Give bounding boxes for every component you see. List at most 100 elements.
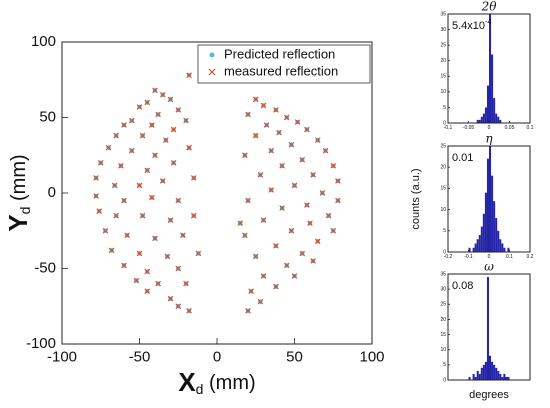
measured-point	[257, 172, 264, 178]
hist-bar	[501, 243, 504, 252]
measured-point	[155, 280, 161, 287]
measured-point	[180, 232, 186, 239]
hist-title: η	[485, 132, 493, 146]
x-tick-label: -0.2	[444, 254, 453, 260]
measured-point	[299, 156, 306, 163]
y-tick-label: 5	[443, 228, 446, 234]
measured-point	[149, 122, 155, 128]
measured-point	[139, 132, 146, 139]
measured-point	[314, 238, 321, 245]
measured-point	[190, 175, 197, 181]
measured-point	[121, 122, 127, 128]
measured-point	[152, 87, 158, 94]
measured-point	[167, 295, 174, 302]
hist-bar	[478, 235, 481, 252]
measured-point	[260, 102, 267, 109]
hist-bar	[503, 373, 506, 380]
axes-frame	[447, 13, 531, 124]
axes-frame	[447, 273, 531, 381]
measured-point	[118, 162, 124, 169]
measured-point	[276, 129, 282, 136]
x-tick-label: 0.05	[505, 125, 515, 131]
measured-point	[108, 247, 115, 254]
measured-point	[307, 220, 313, 227]
measured-point	[335, 197, 341, 204]
x-tick-label: -0.1	[444, 125, 453, 131]
x-tick-label: -0.05	[463, 125, 475, 131]
measured-point	[268, 187, 275, 193]
hist-bar	[497, 230, 500, 252]
measured-point	[242, 232, 248, 239]
measured-point	[288, 227, 295, 234]
measured-point	[170, 159, 177, 166]
x-tick-label: 0	[213, 348, 221, 365]
measured-point	[97, 159, 104, 166]
measured-point	[294, 119, 301, 125]
measured-point	[304, 202, 310, 208]
x-tick-label: 0.2	[527, 254, 534, 260]
measured-point	[175, 303, 182, 310]
measured-point	[335, 178, 341, 184]
measured-point	[164, 253, 171, 260]
y-tick-label: 0	[443, 377, 446, 383]
x-axis-label: Xd (mm)	[178, 367, 255, 397]
hist-bar	[507, 376, 510, 380]
measured-point	[273, 283, 279, 290]
measured-point	[288, 141, 295, 148]
hist-bar	[480, 367, 483, 380]
axes-frame	[61, 41, 373, 345]
measured-point	[175, 265, 182, 272]
measured-point	[190, 212, 197, 219]
hist-title: ω	[484, 260, 494, 274]
measured-point	[136, 182, 143, 189]
measured-point	[167, 96, 174, 103]
measured-point	[105, 144, 112, 151]
hist-bar	[503, 247, 506, 252]
hist-bar	[491, 175, 494, 252]
hist-bar	[493, 98, 496, 123]
x-tick-label: 50	[286, 348, 303, 365]
hist-annotation: 0.01	[452, 152, 473, 164]
y-tick-label: 30	[440, 286, 446, 292]
measured-point	[183, 117, 189, 124]
hist-bar	[495, 113, 498, 123]
y-axis-label-part: d	[17, 207, 33, 215]
shared-y-label: counts (a.u.)	[410, 168, 422, 229]
x-tick-label: 100	[359, 348, 384, 365]
hist-bar	[489, 14, 492, 123]
hist-bar	[493, 364, 496, 380]
hist-bar	[486, 158, 489, 252]
measured-point	[102, 227, 109, 234]
measured-point	[124, 232, 130, 239]
hist-bar	[472, 247, 475, 252]
measured-point	[93, 175, 99, 181]
measured-point	[113, 132, 120, 139]
hist-bar	[491, 361, 494, 380]
x-axis-label-part: (mm)	[203, 372, 255, 394]
measured-point	[273, 243, 279, 249]
x-tick-label: -100	[47, 348, 77, 365]
measured-point	[245, 197, 251, 204]
hist-bar	[476, 239, 479, 252]
measured-point	[113, 212, 120, 219]
measured-point	[175, 197, 182, 204]
measured-point	[186, 72, 192, 79]
measured-point	[167, 217, 174, 224]
measured-point	[319, 190, 326, 196]
x-tick-label: 0.1	[527, 125, 534, 131]
y-tick-label: 20	[440, 317, 446, 323]
hist-annotation-part: 5.4x10	[452, 20, 485, 32]
measured-point	[283, 262, 290, 269]
y-tick-label: 35	[440, 11, 446, 17]
hist-bar	[482, 113, 485, 123]
measured-point	[310, 258, 316, 264]
hist-bar	[480, 226, 483, 252]
y-axis-label: Yd (mm)	[3, 154, 33, 231]
hist-bar	[476, 370, 479, 380]
measured-point	[155, 111, 161, 118]
measured-point	[299, 250, 306, 257]
hist-annotation-part: 0.08	[452, 280, 473, 292]
x-tick-label: -0.1	[464, 254, 473, 260]
y-tick-label: -100	[26, 335, 56, 352]
measured-point	[279, 205, 285, 211]
